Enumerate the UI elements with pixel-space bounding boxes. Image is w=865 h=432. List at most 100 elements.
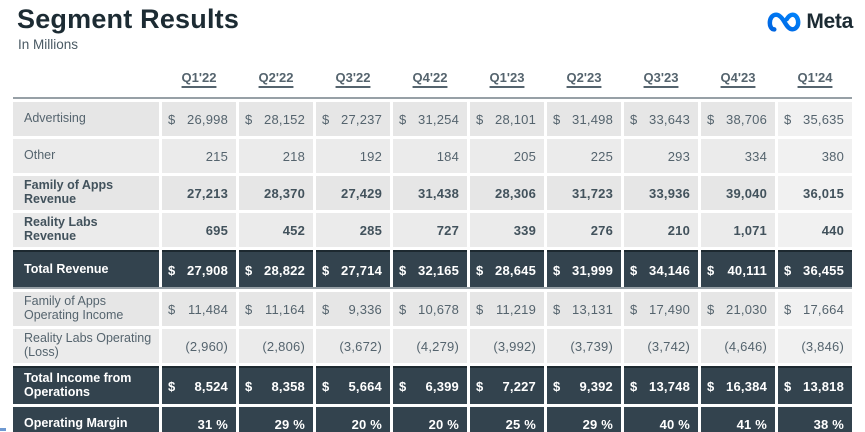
value-cell: 727 <box>393 213 467 247</box>
cell-number: 215 <box>205 148 228 164</box>
value-cell: $13,818 <box>778 366 852 404</box>
cell-number: 6,399 <box>425 378 459 394</box>
value-cell: $38,706 <box>701 102 775 136</box>
cell-number: 334 <box>744 148 767 164</box>
cell-number: (3,992) <box>493 338 536 354</box>
cell-number: 16,384 <box>726 378 767 394</box>
value-cell: 215 <box>162 139 236 173</box>
cell-number: 28,370 <box>264 185 305 201</box>
value-cell: 20 % <box>393 407 467 432</box>
row-label: Advertising <box>13 102 159 136</box>
cell-number: (2,960) <box>185 338 228 354</box>
value-cell: 38 % <box>778 407 852 432</box>
cell-number: 28,101 <box>495 111 536 127</box>
cell-number: 293 <box>667 148 690 164</box>
cell-number: 9,336 <box>348 301 382 317</box>
cell-number: 380 <box>821 148 844 164</box>
cell-number: 13,818 <box>803 378 844 394</box>
value-cell: $28,152 <box>239 102 313 136</box>
value-cell: $31,254 <box>393 102 467 136</box>
value-cell: 25 % <box>470 407 544 432</box>
cell-number: 20 % <box>428 416 459 432</box>
value-cell: 380 <box>778 139 852 173</box>
cell-number: 210 <box>667 222 690 238</box>
value-cell: (3,672) <box>316 329 390 363</box>
value-cell: 205 <box>470 139 544 173</box>
dollar-sign: $ <box>476 378 484 394</box>
cell-number: 8,358 <box>271 378 305 394</box>
value-cell: 293 <box>624 139 698 173</box>
cell-number: 36,015 <box>803 185 844 201</box>
cell-number: 184 <box>436 148 459 164</box>
dollar-sign: $ <box>553 262 561 278</box>
quarter-header: Q1'24 <box>797 70 833 85</box>
cell-number: 31,254 <box>418 111 459 127</box>
dollar-sign: $ <box>630 111 638 127</box>
row-label: Operating Margin <box>13 407 159 432</box>
cell-number: 28,152 <box>264 111 305 127</box>
value-cell: $17,490 <box>624 292 698 326</box>
value-cell: (2,960) <box>162 329 236 363</box>
value-cell: 192 <box>316 139 390 173</box>
dollar-sign: $ <box>168 378 176 394</box>
value-cell: $35,635 <box>778 102 852 136</box>
cell-number: 34,146 <box>649 262 690 278</box>
cell-number: 11,219 <box>496 301 536 317</box>
dollar-sign: $ <box>168 262 176 278</box>
cell-number: 10,678 <box>418 301 459 317</box>
value-cell: 40 % <box>624 407 698 432</box>
value-cell: $26,998 <box>162 102 236 136</box>
cell-number: 33,643 <box>649 111 690 127</box>
dollar-sign: $ <box>553 111 561 127</box>
quarter-header: Q3'23 <box>643 70 679 85</box>
value-cell: 31,723 <box>547 176 621 210</box>
value-cell: 29 % <box>547 407 621 432</box>
cell-number: 33,936 <box>649 185 690 201</box>
value-cell: 695 <box>162 213 236 247</box>
meta-infinity-icon <box>767 12 801 32</box>
cell-number: 205 <box>513 148 536 164</box>
income-table-top-rule <box>13 287 852 289</box>
row-label: Family of Apps Operating Income <box>13 292 159 326</box>
value-cell: 225 <box>547 139 621 173</box>
dollar-sign: $ <box>784 262 792 278</box>
cell-number: (3,742) <box>647 338 690 354</box>
cell-number: 21,030 <box>726 301 767 317</box>
cell-number: 29 % <box>582 416 613 432</box>
value-cell: 29 % <box>239 407 313 432</box>
cell-number: 1,071 <box>733 222 767 238</box>
quarter-header-row: Q1'22 Q2'22 Q3'22 Q4'22 Q1'23 Q2'23 Q3'23 Q4'23… <box>13 70 852 88</box>
value-cell: 31 % <box>162 407 236 432</box>
dollar-sign: $ <box>322 262 330 278</box>
value-cell: $16,384 <box>701 366 775 404</box>
value-cell: $36,455 <box>778 250 852 288</box>
row-label: Total Income from Operations <box>13 366 159 404</box>
row-label: Other <box>13 139 159 173</box>
cell-number: 28,306 <box>495 185 536 201</box>
cell-number: 276 <box>590 222 613 238</box>
value-cell: 41 % <box>701 407 775 432</box>
meta-logo: Meta <box>767 10 853 34</box>
page-subtitle: In Millions <box>18 37 79 52</box>
quarter-header: Q1'22 <box>181 70 217 85</box>
value-cell: $31,999 <box>547 250 621 288</box>
value-cell: $27,714 <box>316 250 390 288</box>
cell-number: (3,672) <box>339 338 382 354</box>
dollar-sign: $ <box>245 262 253 278</box>
value-cell: 33,936 <box>624 176 698 210</box>
value-cell: 36,015 <box>778 176 852 210</box>
value-cell: 334 <box>701 139 775 173</box>
cell-number: 9,392 <box>579 378 613 394</box>
quarter-header-spacer <box>13 70 159 88</box>
value-cell: (3,742) <box>624 329 698 363</box>
income-table: Family of Apps Operating Income $11,484 $1… <box>13 292 852 432</box>
value-cell: (4,279) <box>393 329 467 363</box>
value-cell: $27,908 <box>162 250 236 288</box>
dollar-sign: $ <box>630 301 638 317</box>
cell-number: 40 % <box>659 416 690 432</box>
dollar-sign: $ <box>553 301 561 317</box>
cell-number: 17,664 <box>803 301 844 317</box>
cell-number: 27,714 <box>341 262 382 278</box>
value-cell: $40,111 <box>701 250 775 288</box>
cell-number: 192 <box>359 148 382 164</box>
